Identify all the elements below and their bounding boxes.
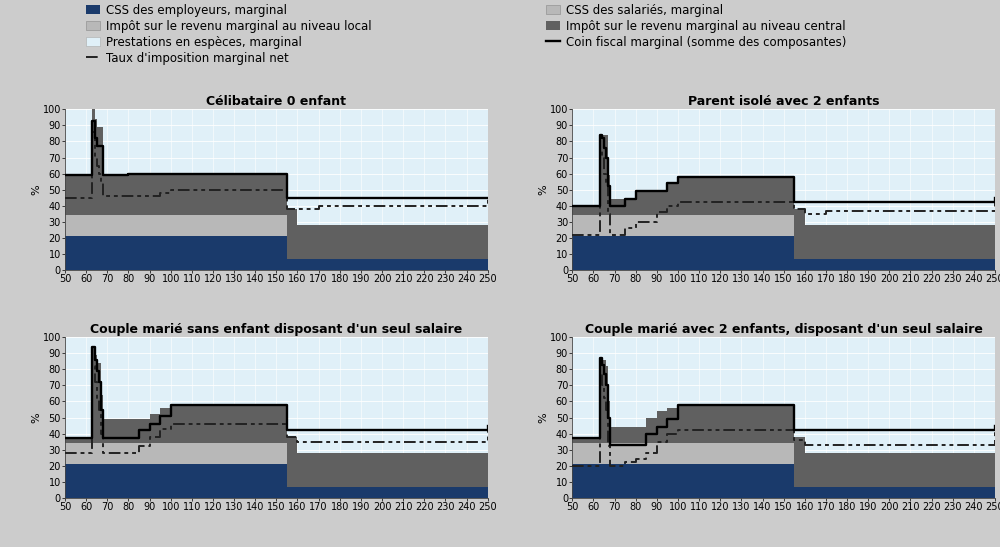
Title: Couple marié avec 2 enfants, disposant d'un seul salaire: Couple marié avec 2 enfants, disposant d… [585,323,983,336]
Title: Couple marié sans enfant disposant d'un seul salaire: Couple marié sans enfant disposant d'un … [90,323,462,336]
Title: Parent isolé avec 2 enfants: Parent isolé avec 2 enfants [688,95,879,108]
Y-axis label: %: % [31,412,41,423]
Y-axis label: %: % [31,184,41,195]
Y-axis label: %: % [538,412,548,423]
Y-axis label: %: % [538,184,548,195]
Legend: CSS des salariés, marginal, Impôt sur le revenu marginal au niveau central, Coin: CSS des salariés, marginal, Impôt sur le… [546,4,846,49]
Title: Célibataire 0 enfant: Célibataire 0 enfant [206,95,346,108]
